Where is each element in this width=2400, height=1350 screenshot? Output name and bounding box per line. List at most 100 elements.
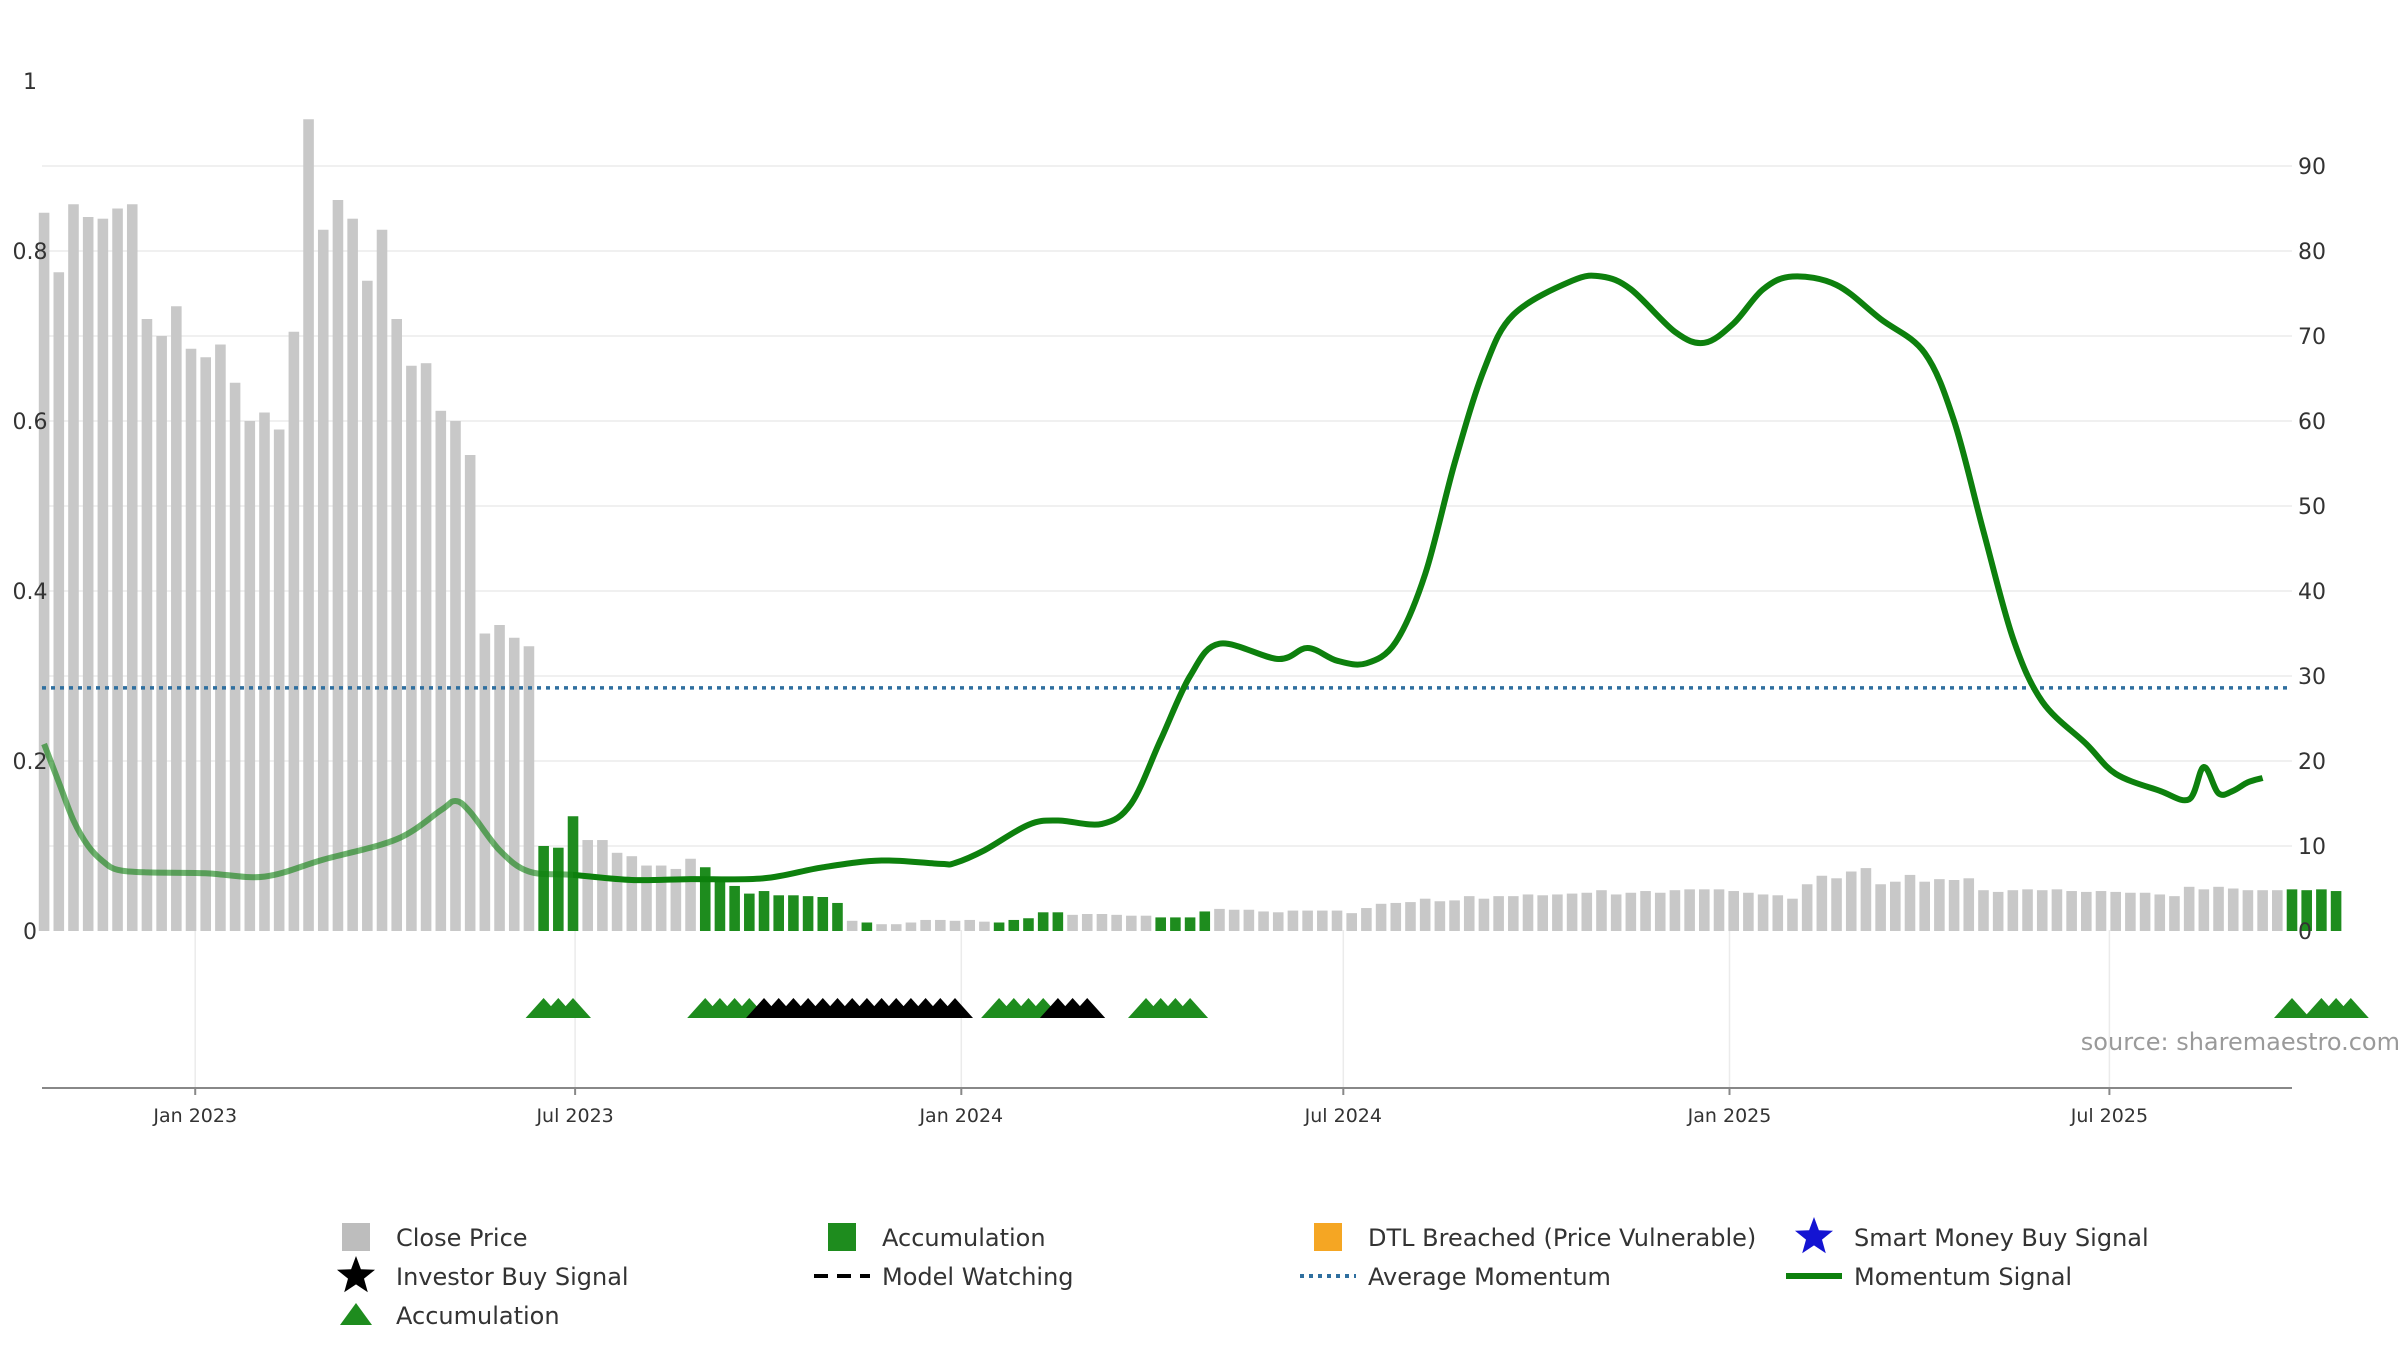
y-left-tick-label: 0.8 — [13, 240, 48, 265]
close-price-bar — [1140, 915, 1152, 931]
x-tick-label: Jul 2023 — [535, 1105, 613, 1127]
close-price-bar — [1258, 911, 1269, 931]
close-price-bar — [1390, 902, 1402, 931]
close-price-bar — [1787, 898, 1798, 931]
close-price-bar — [2007, 890, 2019, 931]
close-price-bar — [141, 319, 153, 931]
close-price-bar — [2213, 886, 2224, 931]
close-price-bars — [38, 119, 2342, 931]
close-price-bar — [1566, 893, 1578, 931]
accumulation-bar — [1184, 917, 1196, 931]
close-price-bar — [890, 924, 902, 931]
legend: Close Price Accumulation DTL Breached (Pri… — [337, 1217, 2149, 1330]
close-price-bar — [317, 229, 329, 931]
accumulation-bar — [832, 902, 843, 931]
close-price-bar — [1772, 895, 1784, 931]
legend-triangle-icon — [340, 1303, 372, 1325]
close-price-bar — [1361, 908, 1372, 931]
close-price-bar — [876, 924, 887, 931]
legend-swatch — [828, 1223, 856, 1251]
investor-buy-marker — [937, 998, 973, 1018]
close-price-bar — [979, 921, 990, 931]
close-price-bar — [2022, 889, 2033, 931]
accumulation-bar — [744, 893, 755, 931]
close-price-bar — [420, 363, 432, 931]
y-left-tick-label: 1 — [23, 70, 37, 95]
close-price-bar — [332, 200, 344, 931]
close-price-bar — [1831, 878, 1842, 931]
close-price-bar — [1067, 914, 1078, 931]
accumulation-bar — [861, 922, 873, 931]
close-price-bar — [2110, 891, 2121, 931]
close-price-bar — [2154, 894, 2166, 931]
close-price-bar — [2272, 890, 2283, 931]
accumulation-bar — [699, 867, 711, 931]
close-price-bar — [2183, 886, 2195, 931]
close-price-bar — [949, 920, 961, 931]
close-price-bar — [1243, 909, 1255, 931]
close-price-bar — [655, 865, 667, 931]
x-tick-label: Jul 2024 — [1304, 1105, 1382, 1127]
watermark: source: sharemaestro.com — [2081, 1028, 2400, 1056]
y-left-tick-label: 0.4 — [13, 580, 48, 605]
close-price-bar — [611, 852, 623, 931]
close-price-bar — [1434, 901, 1446, 931]
accumulation-bar — [773, 895, 784, 931]
accumulation-marker — [2332, 998, 2369, 1018]
legend-swatch — [342, 1223, 370, 1251]
close-price-bar — [920, 919, 931, 931]
accumulation-bar — [2301, 890, 2312, 931]
close-price-bar — [1919, 881, 1930, 931]
close-price-bar — [68, 204, 79, 931]
close-price-bar — [362, 280, 373, 931]
legend-label: Accumulation — [882, 1224, 1046, 1252]
accumulation-bar — [553, 847, 564, 931]
close-price-bar — [1096, 914, 1108, 931]
close-price-bar — [1904, 874, 1916, 931]
legend-label: Investor Buy Signal — [396, 1263, 629, 1291]
close-price-bar — [670, 868, 682, 931]
close-price-bar — [273, 429, 285, 931]
close-price-bar — [1654, 892, 1666, 931]
accumulation-bar — [714, 878, 726, 931]
close-price-bar — [1728, 891, 1739, 931]
close-price-bar — [2227, 888, 2239, 931]
legend-label: Model Watching — [882, 1263, 1074, 1291]
close-price-bar — [1302, 910, 1313, 931]
close-price-bar — [1757, 894, 1769, 931]
accumulation-bar — [788, 895, 799, 931]
x-tick-label: Jan 2025 — [1687, 1105, 1772, 1127]
legend-label: DTL Breached (Price Vulnerable) — [1368, 1224, 1756, 1252]
close-price-bar — [641, 865, 652, 931]
close-price-bar — [215, 344, 226, 931]
close-price-bar — [244, 421, 256, 931]
close-price-bar — [1640, 891, 1651, 931]
close-price-bar — [1743, 892, 1754, 931]
accumulation-bar — [1052, 912, 1064, 931]
y-right-tick-label: 40 — [2298, 580, 2326, 605]
close-price-bar — [2081, 891, 2092, 931]
close-price-bar — [229, 382, 241, 931]
accumulation-bar — [758, 891, 770, 931]
grid-lines — [42, 165, 2292, 1088]
y-left-tick-label: 0 — [23, 920, 37, 945]
legend-label: Close Price — [396, 1224, 528, 1252]
close-price-bar — [2169, 896, 2180, 931]
close-price-bar — [1581, 892, 1593, 931]
close-price-bar — [185, 348, 197, 931]
close-price-bar — [1610, 894, 1622, 931]
x-tick-label: Jan 2023 — [152, 1105, 237, 1127]
close-price-bar — [200, 357, 211, 931]
close-price-bar — [1214, 908, 1225, 931]
close-price-bar — [82, 217, 94, 931]
close-price-bar — [2066, 891, 2077, 931]
legend-swatch — [1314, 1223, 1342, 1251]
close-price-bar — [2198, 889, 2210, 931]
close-price-bar — [2257, 890, 2268, 931]
close-price-bar — [964, 919, 975, 931]
legend-star-icon — [337, 1256, 375, 1293]
close-price-bar — [2242, 890, 2254, 931]
close-price-bar — [126, 204, 138, 931]
close-price-bar — [935, 919, 946, 931]
close-price-bar — [347, 218, 358, 931]
